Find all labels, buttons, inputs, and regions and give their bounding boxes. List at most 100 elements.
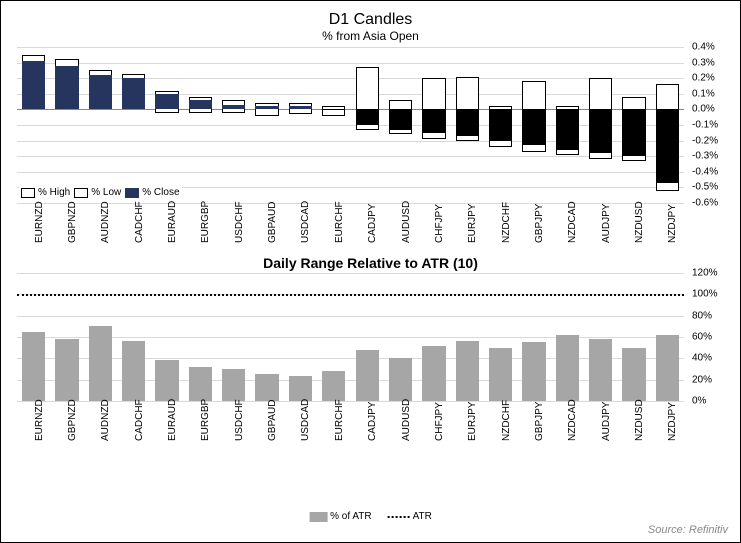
xtick-label: CADCHF [134,201,145,243]
legend-swatch [309,512,327,522]
candle-close [189,100,212,109]
atr-bar [222,369,245,401]
xtick-label: CADJPY [367,402,378,441]
candle-close [89,75,112,109]
ytick-label: 20% [692,374,712,385]
xtick-label: USDCAD [300,399,311,441]
bottom-chart-title: Daily Range Relative to ATR (10) [9,255,732,271]
candle-close [556,109,579,150]
atr-bar [656,335,679,401]
xtick-label: EURCHF [334,201,345,243]
atr-bar [622,348,645,401]
xtick-label: GBPJPY [534,402,545,441]
candle-close [155,94,178,110]
xtick-label: CADCHF [134,399,145,441]
xtick-label: CADJPY [367,204,378,243]
legend-label: % High [38,187,70,198]
ytick-label: -0.2% [692,135,718,146]
xtick-label: EURNZD [34,399,45,441]
gridline [17,125,684,126]
ytick-label: 120% [692,268,718,279]
legend-item: % High [21,187,70,198]
gridline [17,47,684,48]
xtick-label: GBPJPY [534,204,545,243]
xtick-label: USDCAD [300,201,311,243]
source-label: Source: Refinitiv [648,524,728,536]
xtick-label: NZDCAD [567,201,578,243]
legend-label: % Low [91,187,121,198]
legend-swatch [74,188,88,198]
legend-label: ATR [413,511,432,522]
candle-close [622,109,645,156]
legend-item: % of ATR [309,511,372,522]
xtick-label: EURAUD [167,399,178,441]
xtick-label: NZDCAD [567,399,578,441]
gridline [17,273,684,274]
gridline [17,337,684,338]
candle-close [489,109,512,140]
candle-close [589,109,612,153]
ytick-label: -0.4% [692,166,718,177]
ytick-label: -0.3% [692,151,718,162]
candle-close [422,109,445,132]
xtick-label: EURJPY [467,204,478,243]
xtick-label: AUDUSD [401,201,412,243]
atr-bar [22,332,45,401]
candles-chart: -0.6%-0.5%-0.4%-0.3%-0.2%-0.1%0.0%0.1%0.… [9,47,732,245]
gridline [17,156,684,157]
xtick-label: CHFJPY [434,402,445,441]
candle-close [222,105,245,110]
atr-bar [489,348,512,401]
gridline [17,78,684,79]
candle-close [255,106,278,109]
atr-chart: 0%20%40%60%80%100%120% EURNZD GBPNZD AUDNZ… [9,273,732,443]
atr-bar [589,339,612,401]
xtick-label: AUDNZD [100,201,111,243]
legend-swatch [125,188,139,198]
candle-close [55,66,78,110]
ytick-label: 0.0% [692,104,715,115]
ytick-label: -0.1% [692,120,718,131]
legend-item: % Low [74,187,121,198]
xtick-label: EURGBP [200,399,211,441]
xtick-label: EURGBP [200,201,211,243]
legend-label: % of ATR [330,511,372,522]
atr-bar [522,342,545,401]
xtick-label: EURNZD [34,201,45,243]
candles-xaxis: EURNZDGBPNZDAUDNZDCADCHFEURAUDEURGBPUSDC… [17,203,684,245]
legend-item: % Close [125,187,179,198]
xtick-label: AUDNZD [100,399,111,441]
xtick-label: AUDJPY [601,402,612,441]
legend-line [388,516,410,518]
atr-legend: % of ATR ATR [309,511,432,522]
gridline [17,316,684,317]
gridline [17,172,684,173]
xtick-label: USDCHF [234,201,245,243]
ytick-label: 80% [692,310,712,321]
ytick-label: 0.3% [692,57,715,68]
atr-bar [556,335,579,401]
xtick-label: GBPNZD [67,201,78,243]
xtick-label: EURCHF [334,399,345,441]
candles-plot [17,47,684,203]
atr-bar [89,326,112,401]
candle-range [255,103,278,115]
candle-range [322,106,345,115]
xtick-label: GBPNZD [67,399,78,441]
atr-bar [422,346,445,401]
gridline [17,63,684,64]
xtick-label: GBPAUD [267,202,278,244]
atr-bar [155,360,178,401]
atr-yaxis: 0%20%40%60%80%100%120% [688,273,732,401]
xtick-label: NZDUSD [634,201,645,243]
xtick-label: NZDJPY [667,402,678,441]
candle-close [322,109,345,110]
xtick-label: AUDJPY [601,204,612,243]
xtick-label: USDCHF [234,399,245,441]
candle-close [456,109,479,136]
atr-xaxis: EURNZD GBPNZD AUDNZD CADCHF EURAUD EURGBP USDC… [17,401,684,443]
legend-item: ATR [388,511,432,522]
xtick-label: NZDJPY [667,204,678,243]
candle-close [356,109,379,125]
top-chart-title: D1 Candles [9,11,732,29]
